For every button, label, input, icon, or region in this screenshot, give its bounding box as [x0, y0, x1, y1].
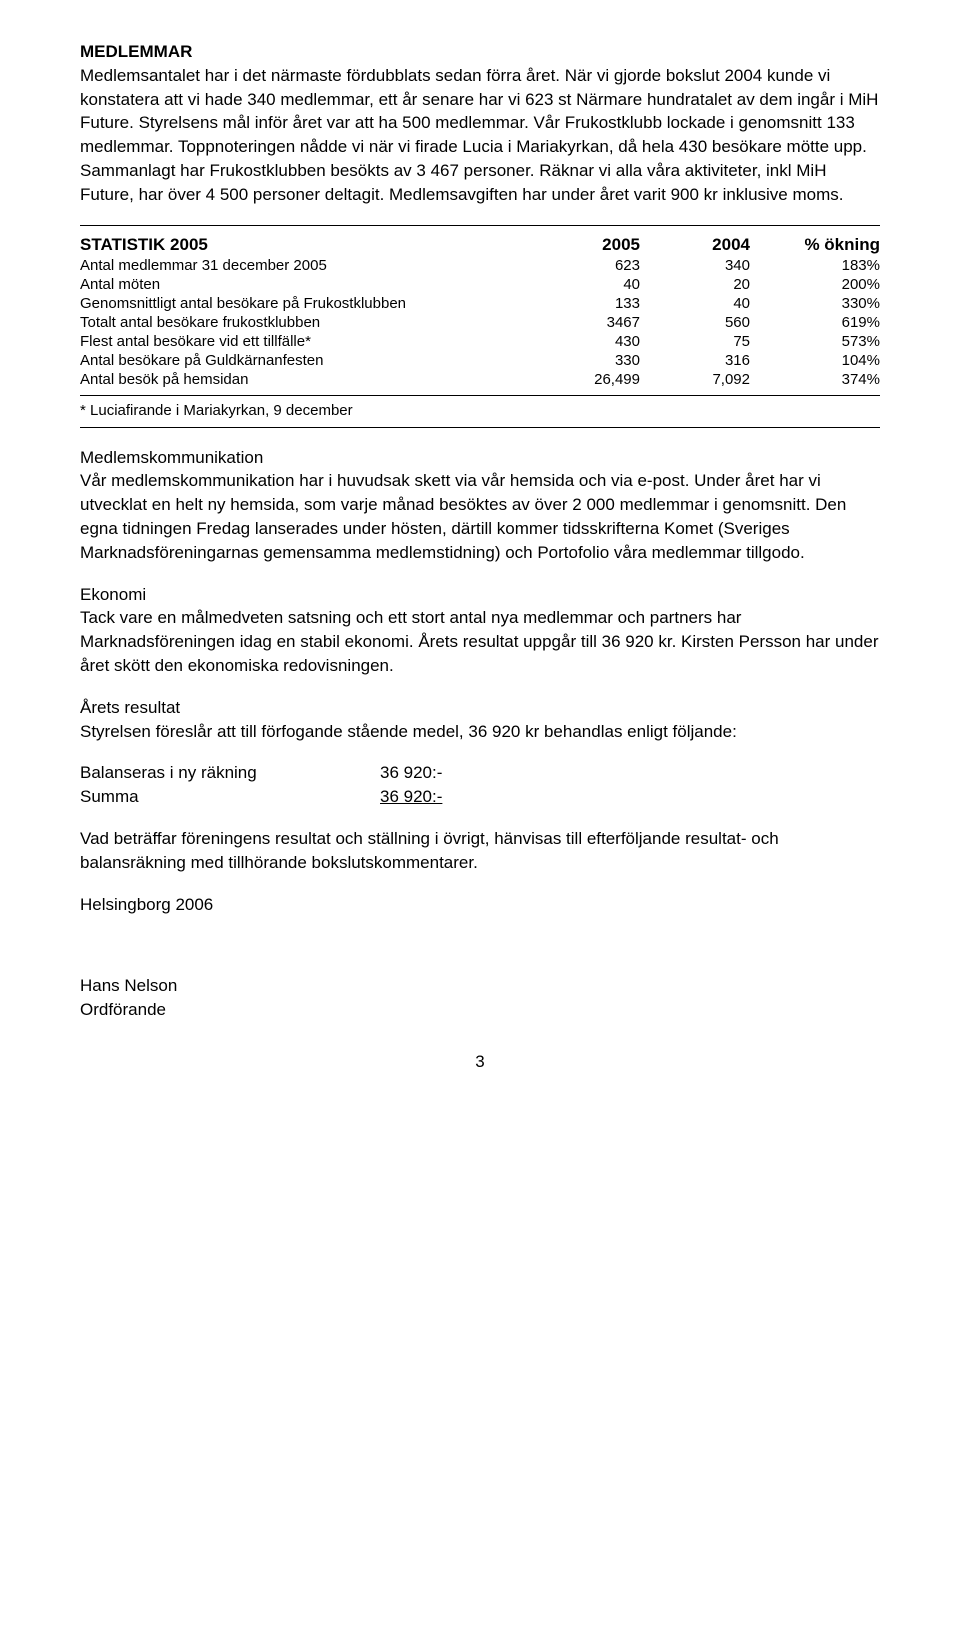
- heading-ekonomi: Ekonomi: [80, 583, 880, 607]
- stats-pct: 330%: [750, 294, 880, 313]
- balance-value: 36 920:-: [380, 761, 500, 785]
- table-row: Totalt antal besökare frukostklubben 346…: [80, 313, 880, 332]
- stats-label: Antal möten: [80, 275, 530, 294]
- signature-gap: [80, 934, 880, 974]
- stats-col-2005: 2005: [530, 234, 640, 256]
- text-medlemmar: Medlemsantalet har i det närmaste fördub…: [80, 64, 880, 207]
- stats-pct: 200%: [750, 275, 880, 294]
- stats-footnote: * Luciafirande i Mariakyrkan, 9 december: [80, 402, 880, 419]
- table-row: Genomsnittligt antal besökare på Frukost…: [80, 294, 880, 313]
- page-number: 3: [80, 1052, 880, 1072]
- stats-label: Totalt antal besökare frukostklubben: [80, 313, 530, 332]
- stats-pct: 619%: [750, 313, 880, 332]
- table-row: Flest antal besökare vid ett tillfälle* …: [80, 332, 880, 351]
- balance-row: Balanseras i ny räkning 36 920:-: [80, 761, 880, 785]
- stats-label: Antal besök på hemsidan: [80, 370, 530, 389]
- stats-2005: 40: [530, 275, 640, 294]
- stats-col-2004: 2004: [640, 234, 750, 256]
- stats-2005: 3467: [530, 313, 640, 332]
- stats-2004: 20: [640, 275, 750, 294]
- balance-label: Balanseras i ny räkning: [80, 761, 380, 785]
- horizontal-rule: [80, 427, 880, 428]
- heading-resultat: Årets resultat: [80, 696, 880, 720]
- stats-2004: 75: [640, 332, 750, 351]
- heading-kommunikation: Medlemskommunikation: [80, 446, 880, 470]
- stats-label: Genomsnittligt antal besökare på Frukost…: [80, 294, 530, 313]
- stats-2004: 560: [640, 313, 750, 332]
- ort-date: Helsingborg 2006: [80, 893, 880, 917]
- balance-value: 36 920:-: [380, 785, 500, 809]
- signature-name: Hans Nelson: [80, 974, 880, 998]
- text-resultat: Styrelsen föreslår att till förfogande s…: [80, 720, 880, 744]
- stats-pct: 573%: [750, 332, 880, 351]
- stats-2005: 623: [530, 256, 640, 275]
- stats-2004: 7,092: [640, 370, 750, 389]
- stats-header-row: STATISTIK 2005 2005 2004 % ökning: [80, 234, 880, 256]
- signature-title: Ordförande: [80, 998, 880, 1022]
- stats-table-block: STATISTIK 2005 2005 2004 % ökning Antal …: [80, 225, 880, 396]
- stats-pct: 104%: [750, 351, 880, 370]
- stats-col-pct: % ökning: [750, 234, 880, 256]
- balance-row: Summa 36 920:-: [80, 785, 880, 809]
- table-row: Antal besökare på Guldkärnanfesten 330 3…: [80, 351, 880, 370]
- heading-medlemmar: MEDLEMMAR: [80, 40, 880, 64]
- table-row: Antal möten 40 20 200%: [80, 275, 880, 294]
- stats-pct: 374%: [750, 370, 880, 389]
- table-row: Antal medlemmar 31 december 2005 623 340…: [80, 256, 880, 275]
- stats-table: STATISTIK 2005 2005 2004 % ökning Antal …: [80, 234, 880, 389]
- text-slut: Vad beträffar föreningens resultat och s…: [80, 827, 880, 875]
- stats-pct: 183%: [750, 256, 880, 275]
- table-row: Antal besök på hemsidan 26,499 7,092 374…: [80, 370, 880, 389]
- document-page: MEDLEMMAR Medlemsantalet har i det närma…: [0, 0, 960, 1129]
- stats-label: Antal medlemmar 31 december 2005: [80, 256, 530, 275]
- stats-title: STATISTIK 2005: [80, 234, 530, 256]
- stats-label: Flest antal besökare vid ett tillfälle*: [80, 332, 530, 351]
- stats-2005: 26,499: [530, 370, 640, 389]
- balance-label: Summa: [80, 785, 380, 809]
- stats-2005: 330: [530, 351, 640, 370]
- text-kommunikation: Vår medlemskommunikation har i huvudsak …: [80, 469, 880, 564]
- stats-2005: 133: [530, 294, 640, 313]
- stats-2004: 340: [640, 256, 750, 275]
- stats-2005: 430: [530, 332, 640, 351]
- stats-2004: 316: [640, 351, 750, 370]
- stats-2004: 40: [640, 294, 750, 313]
- text-ekonomi: Tack vare en målmedveten satsning och et…: [80, 606, 880, 677]
- stats-label: Antal besökare på Guldkärnanfesten: [80, 351, 530, 370]
